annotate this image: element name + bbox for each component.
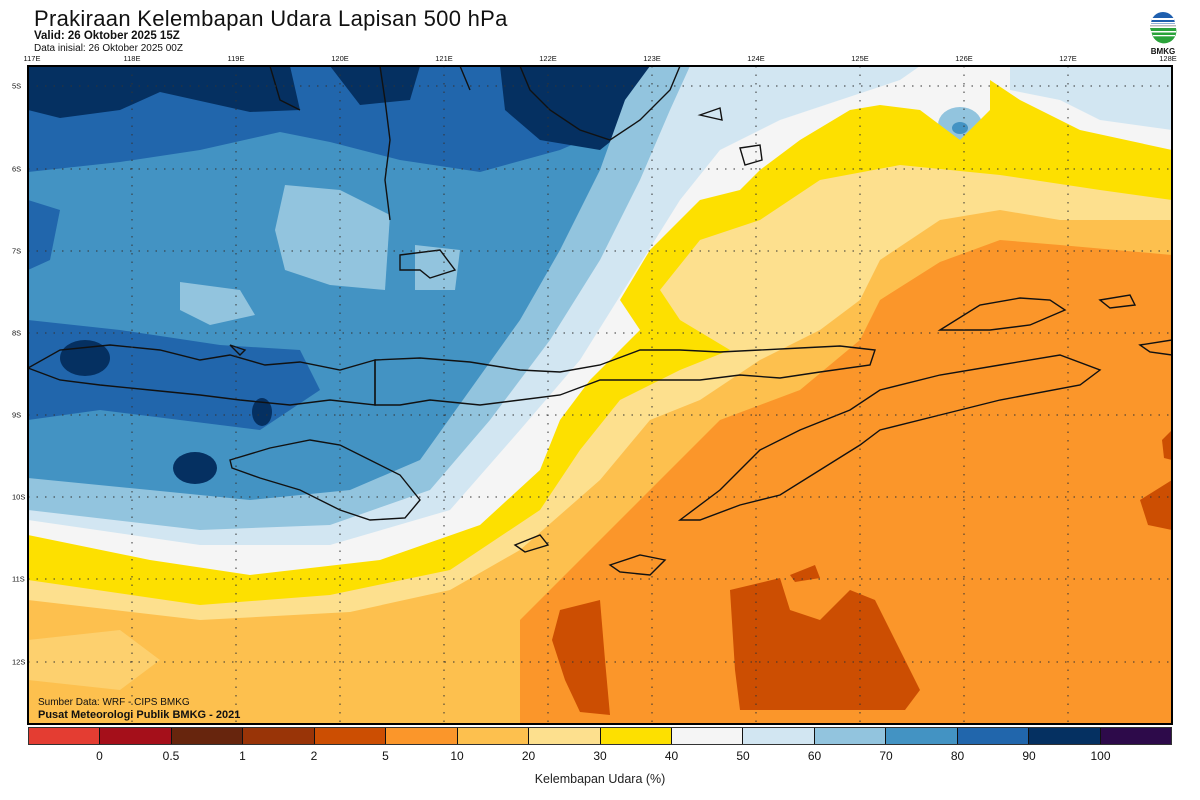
colorbar-swatch [457,728,530,744]
colorbar-swatch [1100,728,1171,744]
colorbar-swatch [1029,728,1101,744]
lat-label: 9S [12,410,22,420]
colorbar-tick-label: 50 [736,749,750,763]
colorbar-tick-label: 90 [1022,749,1036,763]
initial-time: Data inisial: 26 Oktober 2025 00Z [34,43,183,54]
lat-label: 8S [12,328,22,338]
colorbar-tick-label: 40 [664,749,679,763]
coastline-lembata [1098,294,1137,309]
lon-label: 128E [1159,54,1177,63]
colorbar-swatch [886,728,958,744]
lat-label: 6S [12,164,22,174]
lon-label: 121E [435,54,453,63]
lon-label: 124E [747,54,765,63]
coastline-flores [374,345,876,406]
field-2-5 [730,578,920,710]
colorbar-tick-label: 30 [593,749,607,763]
coastline-wetar [937,297,1067,331]
map-title: Prakiraan Kelembapan Udara Lapisan 500 h… [34,6,508,31]
coastline-sabu [513,534,550,553]
lat-label: 10S [12,492,26,502]
field-60-70 [415,245,460,290]
colorbar-tick-label: 1 [239,749,246,763]
colorbar-swatch [100,728,172,744]
lat-label: 7S [12,246,22,256]
lon-label: 123E [643,54,661,63]
colorbar-swatch [671,728,744,744]
colorbar-title: Kelembapan Udara (%) [534,772,666,786]
field-20-30 [28,630,160,690]
bmkg-logo: BMKG [1143,10,1183,56]
field-80-90 [28,200,60,270]
logo-text: BMKG [1150,47,1176,56]
colorbar-tick-label: 10 [450,749,464,763]
lon-label: 120E [331,54,349,63]
colorbar-tick-label: 5 [382,749,389,763]
lat-label: 12S [12,657,26,667]
colorbar-tick-label: 80 [950,749,965,763]
field-90-100 [252,398,272,426]
field-70-80 [952,122,968,134]
lon-label: 125E [851,54,869,63]
field-60-70 [275,185,390,290]
field-2-5 [790,565,820,582]
colorbar [28,727,1172,745]
colorbar-tick-label: 70 [879,749,893,763]
field-90-100 [173,452,217,484]
field-90-100 [330,66,420,105]
colorbar-swatch [814,728,887,744]
coastline-rote [608,554,667,576]
valid-time: Valid: 26 Oktober 2025 15Z [34,30,180,42]
colorbar-tick-label: 20 [521,749,536,763]
coastline-islands [229,107,1172,356]
colorbar-swatch [529,728,601,744]
lon-label: 127E [1059,54,1077,63]
colorbar-swatch [171,728,244,744]
map-frame [27,65,1173,725]
coastline-timor [677,354,1102,521]
colorbar-tick-label: 0 [96,749,103,763]
humidity-fields [28,66,1172,724]
colorbar-tick-label: 0.5 [162,749,180,763]
lon-label: 119E [227,54,245,63]
colorbar-tick-label: 60 [807,749,822,763]
coastline-sulawesi [269,66,681,221]
colorbar-swatch [243,728,315,744]
field-60-70 [180,282,255,325]
colorbar-swatch [743,728,815,744]
lat-label: 11S [12,574,25,584]
gridlines [28,66,1172,724]
coastlines [28,66,1172,576]
colorbar-swatch [386,728,458,744]
field-2-5 [552,600,610,715]
coastline-sumba [229,439,421,521]
colorbar-swatch [600,728,672,744]
credit: Pusat Meteorologi Publik BMKG - 2021 [38,709,241,721]
field-2-5 [1162,430,1172,460]
coastline-kalao [399,249,457,279]
lon-label: 122E [539,54,557,63]
lon-label: 126E [955,54,973,63]
colorbar-swatch [29,728,101,744]
data-source: Sumber Data: WRF - CIPS BMKG [38,697,190,708]
lat-label: 5S [12,81,22,91]
colorbar-swatch [957,728,1030,744]
lon-label: 118E [123,54,141,63]
field-90-100 [28,66,300,118]
field-5-10 [520,240,1172,724]
field-2-5 [1140,480,1172,530]
lon-label: 117E [23,54,41,63]
bmkg-logo-icon [1150,12,1177,44]
field-50-60 [1010,66,1172,130]
colorbar-swatch [314,728,387,744]
colorbar-tick-label: 100 [1090,749,1111,763]
colorbar-tick-label: 2 [310,749,318,763]
